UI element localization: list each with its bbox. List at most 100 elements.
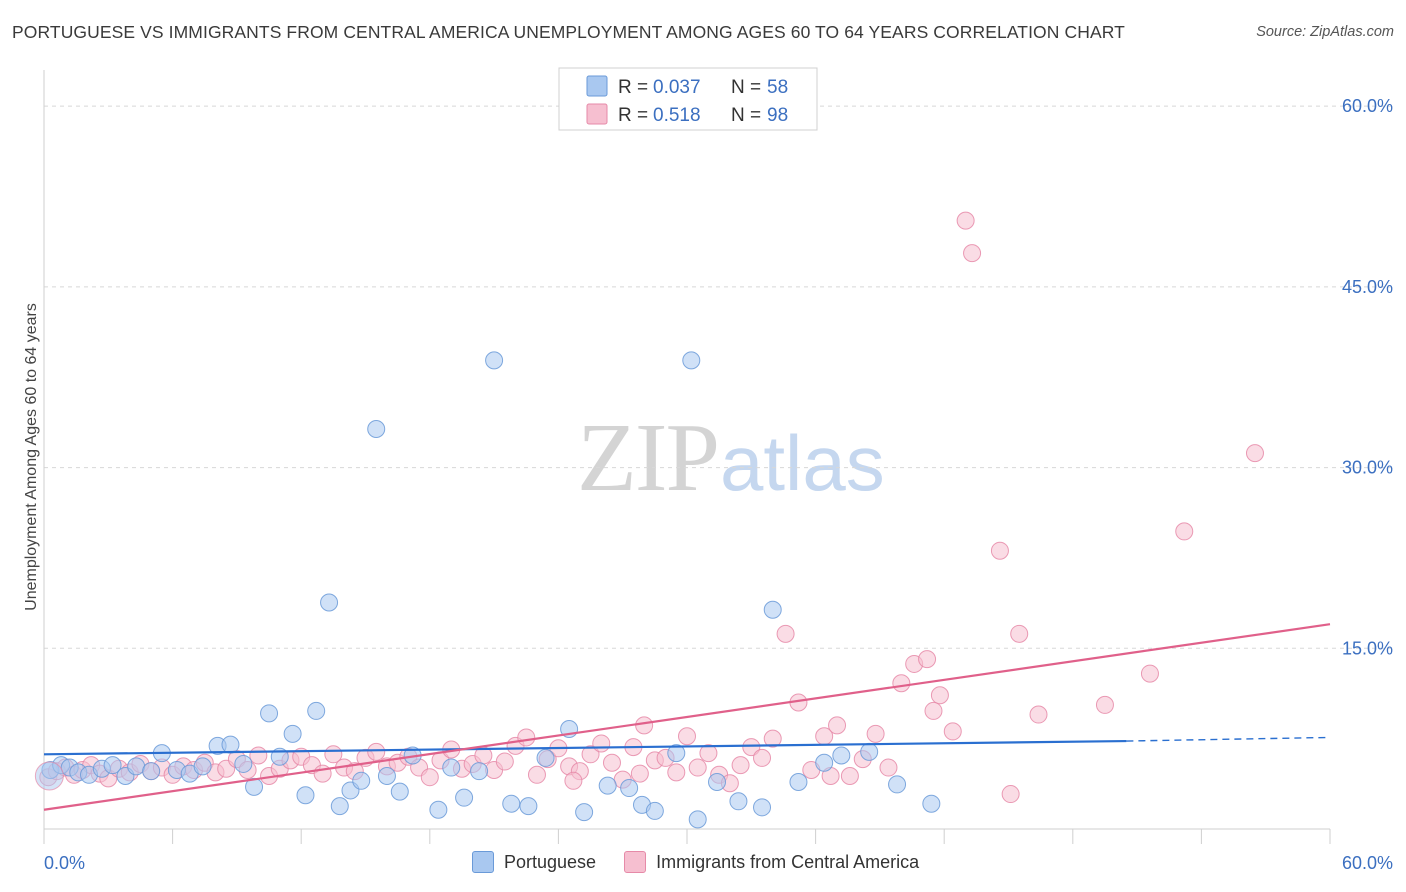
- central-america-point: [731, 756, 750, 775]
- portuguese-point: [502, 794, 521, 813]
- y-tick-label: 15.0%: [1342, 638, 1393, 658]
- central-america-point: [602, 753, 621, 772]
- central-america-point: [1029, 705, 1048, 724]
- central-america-point: [630, 764, 649, 783]
- portuguese-point: [645, 801, 664, 820]
- central-america-point: [667, 763, 686, 782]
- portuguese-point: [429, 800, 448, 819]
- central-america-point: [963, 244, 982, 263]
- portuguese-point: [519, 797, 538, 816]
- portuguese-point: [320, 593, 339, 612]
- portuguese-point: [234, 754, 253, 773]
- central-america-point: [688, 758, 707, 777]
- legend-label-central-america: Immigrants from Central America: [656, 851, 920, 872]
- top-legend-r-value: 0.037: [653, 77, 701, 98]
- top-legend-n-value: 98: [767, 105, 788, 126]
- central-america-point: [990, 541, 1009, 560]
- portuguese-point: [682, 351, 701, 370]
- portuguese-point: [221, 735, 240, 754]
- central-america-swatch: [624, 851, 647, 873]
- central-america-point: [742, 738, 761, 757]
- central-america-point: [699, 744, 718, 763]
- portuguese-point: [688, 810, 707, 829]
- origin-cluster-point: [34, 761, 64, 791]
- top-legend-n-label: N =: [731, 77, 761, 98]
- watermark-zip: ZIP: [577, 404, 718, 512]
- y-axis-label: Unemployment Among Ages 60 to 64 years: [23, 303, 40, 611]
- central-america-point: [592, 734, 611, 753]
- top-legend-swatch-0: [586, 75, 608, 97]
- top-legend-n-label: N =: [731, 105, 761, 126]
- portuguese-point: [260, 704, 279, 723]
- portuguese-point: [103, 756, 122, 775]
- portuguese-trend-line: [43, 739, 1127, 756]
- central-america-point: [776, 624, 795, 643]
- portuguese-point: [789, 773, 808, 792]
- portuguese-point: [832, 746, 851, 765]
- portuguese-swatch: [472, 851, 494, 873]
- portuguese-point: [142, 762, 161, 781]
- top-legend-n-value: 58: [767, 77, 788, 98]
- portuguese-point: [667, 744, 686, 763]
- legend-item-central-america[interactable]: Immigrants from Central America: [624, 851, 919, 873]
- central-america-point: [892, 674, 911, 693]
- central-america-trend-line: [43, 623, 1331, 811]
- portuguese-point: [307, 701, 326, 720]
- top-legend-r-label: R =: [618, 77, 648, 98]
- central-america-point: [564, 771, 583, 790]
- y-tick-label: 30.0%: [1342, 458, 1393, 478]
- central-america-point: [249, 746, 268, 765]
- central-america-point: [918, 650, 937, 669]
- central-america-point: [367, 742, 386, 761]
- portuguese-point: [708, 773, 727, 792]
- portuguese-point: [296, 786, 315, 805]
- legend-item-portuguese[interactable]: Portuguese: [472, 851, 596, 873]
- central-america-point: [678, 727, 696, 746]
- watermark-atlas: atlas: [720, 419, 885, 507]
- portuguese-point: [283, 724, 302, 743]
- portuguese-point: [193, 757, 212, 776]
- portuguese-point: [455, 788, 474, 807]
- chart-title: PORTUGUESE VS IMMIGRANTS FROM CENTRAL AM…: [12, 22, 1125, 42]
- central-america-point: [1010, 624, 1029, 643]
- central-america-point: [956, 211, 975, 230]
- bottom-legend: Portuguese Immigrants from Central Ameri…: [472, 851, 947, 873]
- portuguese-point: [485, 351, 504, 370]
- central-america-point: [1095, 695, 1114, 714]
- central-america-point: [930, 686, 949, 705]
- central-america-point: [581, 745, 600, 764]
- portuguese-point: [598, 776, 617, 795]
- central-america-point: [1175, 522, 1194, 541]
- central-america-point: [753, 748, 772, 767]
- central-america-point: [924, 701, 943, 720]
- portuguese-point: [470, 762, 489, 781]
- portuguese-point: [888, 775, 907, 794]
- x-tick-label-max: 60.0%: [1342, 853, 1393, 873]
- portuguese-point: [575, 803, 594, 822]
- central-america-point: [517, 728, 536, 747]
- portuguese-point: [377, 766, 396, 785]
- portuguese-point: [352, 771, 371, 790]
- central-america-point: [943, 722, 962, 741]
- portuguese-point: [390, 782, 409, 801]
- y-tick-label: 45.0%: [1342, 277, 1393, 297]
- source-label: Source: ZipAtlas.com: [1256, 24, 1394, 40]
- central-america-point: [763, 729, 782, 748]
- central-america-point: [1140, 664, 1159, 683]
- y-tick-label: 60.0%: [1342, 96, 1393, 116]
- portuguese-point: [860, 742, 879, 761]
- central-america-point: [828, 716, 847, 735]
- top-legend-r-label: R =: [618, 105, 648, 126]
- portuguese-point: [367, 420, 386, 439]
- portuguese-point: [330, 797, 349, 816]
- portuguese-point: [753, 798, 772, 817]
- central-america-point: [635, 716, 654, 735]
- central-america-point: [495, 752, 514, 771]
- legend-label-portuguese: Portuguese: [504, 851, 597, 872]
- central-america-point: [840, 766, 859, 785]
- portuguese-point: [536, 748, 555, 767]
- top-legend-r-value: 0.518: [653, 105, 701, 126]
- top-legend-swatch-1: [586, 103, 608, 125]
- portuguese-point: [815, 753, 834, 772]
